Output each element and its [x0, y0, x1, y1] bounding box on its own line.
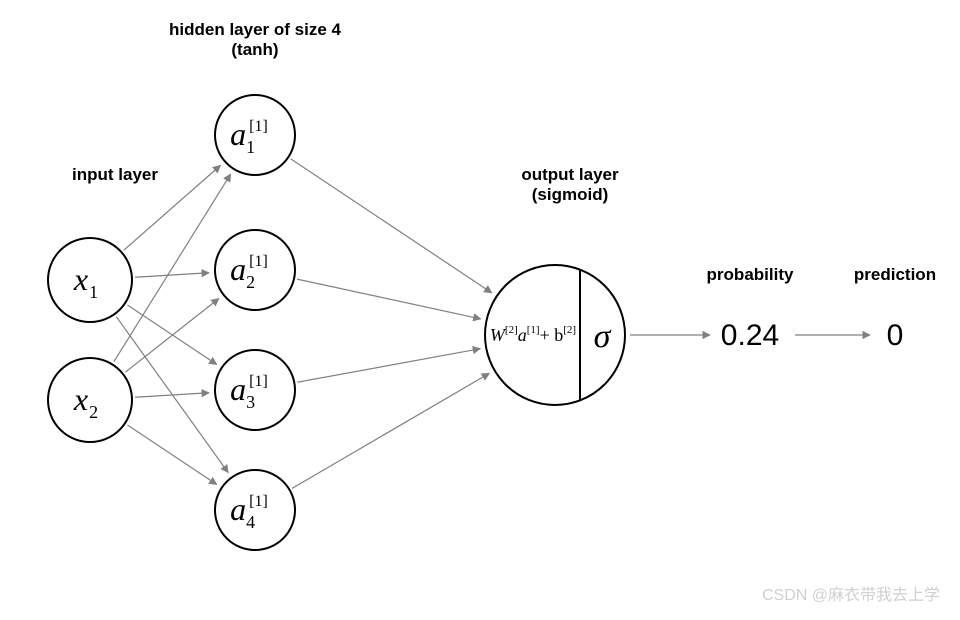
hidden-node-4: [215, 470, 295, 550]
probability-value: 0.24: [721, 319, 779, 352]
nodes-layer: x1x2a1[1]a2[1]a3[1]a4[1]W[2]a[1]+ b[2]σ: [48, 95, 625, 550]
sigma-symbol: σ: [594, 318, 612, 355]
probability-title: probability: [707, 265, 794, 284]
input-node-2: [48, 358, 132, 442]
output-layer-title-1: output layer: [521, 165, 619, 184]
watermark: CSDN @麻衣带我去上学: [762, 586, 940, 604]
hidden-layer-title-2: (tanh): [231, 40, 278, 59]
edge-x1-a2: [135, 273, 209, 277]
edge-a1-out: [291, 159, 492, 293]
edge-a3-out: [297, 349, 480, 383]
hidden-node-2: [215, 230, 295, 310]
input-layer-title: input layer: [72, 165, 158, 184]
edge-a2-out: [297, 279, 481, 319]
input-node-1: [48, 238, 132, 322]
hidden-layer-title-1: hidden layer of size 4: [169, 20, 341, 39]
edge-a4-out: [292, 373, 489, 488]
edge-x2-a2: [125, 298, 219, 372]
prediction-title: prediction: [854, 265, 936, 284]
nn-diagram: x1x2a1[1]a2[1]a3[1]a4[1]W[2]a[1]+ b[2]σ …: [0, 0, 960, 620]
edge-x2-a1: [114, 174, 231, 362]
prediction-value: 0: [887, 319, 904, 352]
edge-x2-a4: [127, 425, 216, 485]
hidden-node-1: [215, 95, 295, 175]
output-layer-title-2: (sigmoid): [532, 185, 609, 204]
hidden-node-3: [215, 350, 295, 430]
